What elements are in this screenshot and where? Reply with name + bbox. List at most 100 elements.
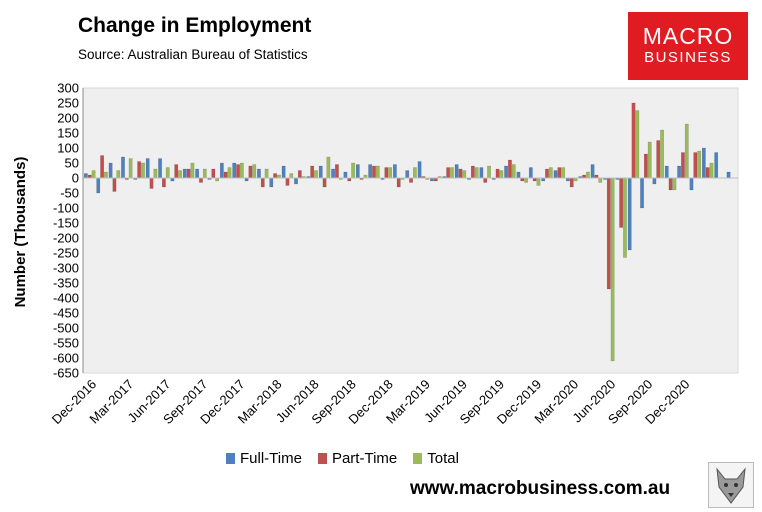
bar-part-time-9 [199, 177, 203, 183]
bar-total-47 [672, 177, 677, 191]
y-tick-label: -350 [53, 276, 79, 291]
bar-part-time-18 [310, 165, 315, 179]
bar-part-time-46 [656, 140, 661, 179]
bar-total-12 [239, 162, 244, 179]
y-tick-label: -450 [53, 306, 79, 321]
bar-part-time-4 [137, 161, 142, 179]
bar-full-time-16 [281, 165, 286, 179]
bar-part-time-33 [495, 168, 500, 179]
bar-part-time-38 [557, 167, 562, 179]
bar-full-time-49 [689, 177, 694, 191]
bar-part-time-8 [186, 168, 191, 179]
plot-area [82, 87, 739, 374]
bar-full-time-44 [627, 177, 632, 251]
bar-full-time-52 [726, 171, 731, 179]
bar-part-time-45 [644, 153, 648, 179]
chart-subtitle: Source: Australian Bureau of Statistics [78, 47, 308, 62]
chart-legend: Full-Time Part-Time Total [226, 450, 459, 467]
wolf-logo-icon [708, 462, 754, 508]
bar-part-time-13 [248, 165, 253, 179]
bar-total-46 [660, 129, 664, 179]
bar-part-time-20 [335, 164, 339, 179]
bar-full-time-14 [257, 168, 261, 179]
y-axis-label: Number (Thousands) [12, 157, 29, 308]
bar-part-time-6 [162, 177, 166, 188]
bar-full-time-48 [677, 165, 681, 179]
chart-title: Change in Employment [78, 14, 312, 37]
bar-total-4 [141, 162, 145, 179]
legend-label-total: Total [427, 450, 459, 467]
bar-full-time-38 [553, 170, 558, 179]
legend-item-part-time: Part-Time [317, 450, 397, 467]
bar-total-19 [326, 156, 331, 179]
bar-total-44 [635, 110, 640, 179]
bar-part-time-10 [211, 168, 216, 179]
legend-swatch-part-time [317, 453, 327, 464]
legend-item-total: Total [413, 450, 459, 467]
bar-part-time-1 [100, 155, 104, 179]
bar-part-time-23 [372, 165, 376, 179]
bar-full-time-15 [269, 177, 274, 188]
bar-part-time-17 [297, 170, 302, 179]
bar-part-time-37 [545, 168, 549, 179]
y-tick-label: 200 [57, 111, 79, 126]
bar-full-time-19 [318, 165, 323, 179]
bar-total-9 [202, 168, 207, 179]
bar-full-time-41 [590, 164, 595, 179]
bar-part-time-44 [631, 102, 636, 179]
bar-total-42 [610, 177, 615, 362]
bar-part-time-30 [458, 168, 463, 179]
y-tick-labels: 300250200150100500-50-100-150-200-250-30… [53, 81, 79, 381]
bar-total-50 [709, 162, 714, 179]
bar-total-6 [165, 167, 170, 179]
bar-total-36 [536, 177, 541, 186]
bar-part-time-24 [384, 167, 389, 179]
bar-full-time-2 [108, 162, 113, 179]
y-tick-label: -600 [53, 351, 79, 366]
bar-part-time-47 [668, 177, 673, 191]
bar-full-time-6 [158, 158, 162, 179]
macro-business-logo[interactable]: MACRO BUSINESS [628, 12, 748, 80]
logo-line-2: BUSINESS [644, 49, 732, 66]
y-tick-label: -500 [53, 321, 79, 336]
bar-total-18 [314, 170, 318, 179]
bar-part-time-12 [236, 164, 240, 179]
bar-total-40 [586, 171, 590, 179]
bar-full-time-26 [405, 170, 410, 179]
y-tick-label: 300 [57, 81, 79, 96]
x-tick-labels: Dec-2016Mar-2017Jun-2017Sep-2017Dec-2017… [49, 377, 693, 427]
bar-total-45 [647, 141, 652, 179]
bar-total-23 [375, 165, 380, 179]
bar-part-time-50 [705, 167, 710, 179]
bar-total-21 [351, 162, 355, 179]
y-tick-label: -100 [53, 201, 79, 216]
legend-label-full-time: Full-Time [240, 450, 302, 467]
bar-full-time-0 [84, 173, 88, 179]
y-tick-label: 150 [57, 126, 79, 141]
bars-group [84, 102, 731, 362]
bar-part-time-7 [174, 164, 179, 179]
bar-full-time-27 [417, 161, 422, 179]
bar-full-time-23 [368, 164, 373, 179]
bar-total-8 [190, 162, 195, 179]
bar-part-time-16 [285, 177, 290, 186]
bar-full-time-47 [664, 165, 669, 179]
bar-full-time-50 [701, 147, 706, 179]
bar-full-time-35 [516, 171, 521, 179]
bar-total-3 [128, 158, 133, 179]
bar-part-time-43 [619, 177, 624, 228]
bar-full-time-20 [331, 168, 335, 179]
bar-total-43 [623, 177, 627, 258]
bar-full-time-32 [479, 167, 484, 179]
bar-full-time-51 [714, 152, 719, 179]
y-tick-label: -150 [53, 216, 79, 231]
bar-total-2 [116, 170, 121, 179]
website-url[interactable]: www.macrobusiness.com.au [410, 478, 671, 499]
y-tick-label: 50 [65, 156, 79, 171]
y-tick-label: 0 [72, 171, 79, 186]
bar-part-time-15 [273, 173, 277, 179]
bar-full-time-11 [219, 162, 224, 179]
y-tick-label: 100 [57, 141, 79, 156]
bar-full-time-46 [652, 177, 657, 185]
bar-total-48 [684, 123, 689, 179]
